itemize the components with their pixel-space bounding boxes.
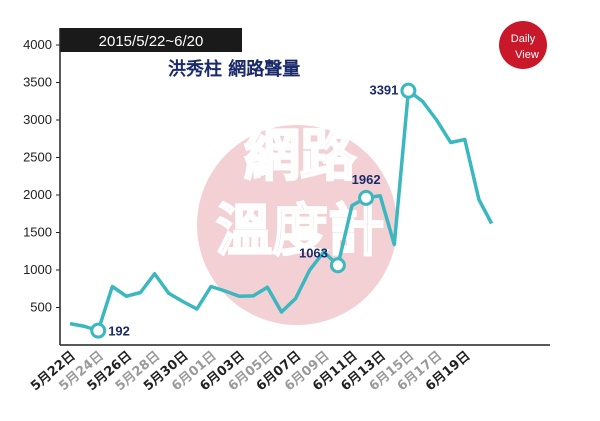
- data-label: 3391: [369, 83, 398, 98]
- logo-line1: Daily: [511, 33, 536, 45]
- y-tick-label: 4000: [23, 37, 52, 52]
- y-tick-label: 1000: [23, 262, 52, 277]
- logo-line2: View: [515, 49, 539, 61]
- y-tick-label: 500: [30, 300, 52, 315]
- series-line: [69, 88, 494, 333]
- y-tick-label: 3000: [23, 112, 52, 127]
- data-label: 1063: [299, 245, 328, 260]
- x-tick-labels: 5月22日5月24日5月26日5月28日5月30日6月01日6月03日6月05日…: [28, 349, 473, 395]
- data-label: 192: [108, 324, 130, 339]
- y-tick-label: 2500: [23, 150, 52, 165]
- data-marker: [329, 257, 346, 274]
- date-range-banner: [60, 28, 242, 52]
- chart-title: 洪秀柱 網路聲量: [168, 58, 300, 80]
- watermark-line2: 溫度計: [216, 199, 384, 264]
- data-marker: [358, 189, 375, 206]
- daily-view-logo: Daily View: [499, 21, 547, 69]
- data-marker: [90, 322, 107, 339]
- data-marker: [400, 82, 417, 99]
- date-range: 2015/5/22~6/20: [99, 33, 204, 50]
- y-tick-label: 1500: [23, 225, 52, 240]
- y-tick-labels: 4000 3500 3000 2500 2000 1500 1000 500: [23, 37, 60, 315]
- y-tick-label: 2000: [23, 187, 52, 202]
- watermark-line1: 網路: [244, 124, 357, 189]
- y-tick-label: 3500: [23, 75, 52, 90]
- data-markers: 192 1063 1962 3391: [90, 82, 417, 339]
- series-volume: [69, 88, 494, 333]
- watermark-circle: [197, 125, 397, 325]
- data-label: 1962: [352, 172, 381, 187]
